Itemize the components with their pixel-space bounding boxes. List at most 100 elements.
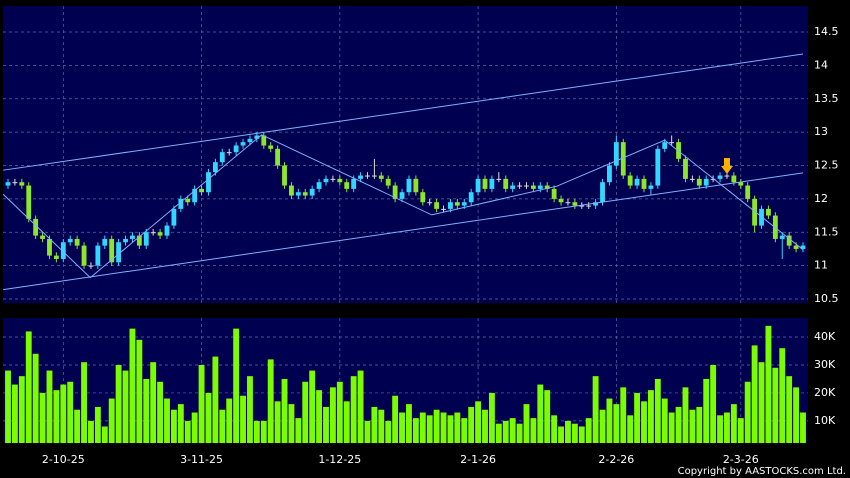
candle-body <box>164 225 170 236</box>
volume-bar <box>689 409 696 443</box>
volume-bar <box>661 398 668 443</box>
candle-body <box>655 148 661 186</box>
volume-bar <box>558 426 564 443</box>
candle-body <box>261 135 267 146</box>
volume-bar <box>177 404 184 443</box>
y-tick-label: 14.5 <box>814 25 839 38</box>
volume-bar <box>717 415 723 443</box>
volume-bar <box>316 390 323 443</box>
volume-bar <box>426 415 433 443</box>
trend-line <box>3 53 804 171</box>
candle-body <box>613 142 619 166</box>
volume-bar <box>592 376 599 443</box>
candle-body <box>496 178 502 180</box>
volume-bar <box>565 420 571 443</box>
candle-body <box>530 185 536 189</box>
candle-body <box>206 172 211 193</box>
volume-bar <box>751 345 758 443</box>
volume-bar <box>737 418 744 443</box>
candle-body <box>371 175 377 177</box>
candle-body <box>295 192 301 196</box>
volume-bar <box>11 384 18 443</box>
candle-body <box>489 178 495 189</box>
volume-bar <box>46 370 53 443</box>
volume-bar <box>641 401 647 443</box>
volume-bar <box>634 392 641 443</box>
candle-body <box>607 165 612 183</box>
candle-body <box>268 145 274 149</box>
candle-body <box>406 178 412 193</box>
volume-bar <box>758 362 765 443</box>
candle-body <box>116 242 122 263</box>
volume-bar <box>710 364 717 443</box>
volume-bar <box>60 384 67 443</box>
y-tick-label: 11 <box>814 259 828 272</box>
volume-bar <box>779 348 786 443</box>
volume-bar <box>730 404 737 443</box>
candle-body <box>40 235 45 239</box>
candle-body <box>199 188 204 193</box>
candle-body <box>378 175 384 179</box>
candle-body <box>392 185 398 199</box>
volume-bar <box>516 423 523 443</box>
candle-body <box>413 178 419 193</box>
volume-bar <box>599 409 606 443</box>
candle-body <box>752 198 758 226</box>
volume-bar <box>81 362 87 443</box>
plot-layer: 10.5 11 11.5 12 12.5 13 13.5 14 14.5 10K 20K 30K 40K… <box>2 6 839 466</box>
candle-body <box>171 208 177 226</box>
volume-bar <box>288 404 295 443</box>
volume-bar <box>260 420 267 443</box>
volume-bar <box>793 387 800 443</box>
y-tick-label: 13.5 <box>814 92 839 105</box>
volume-bar <box>468 406 475 443</box>
volume-bar <box>495 423 502 443</box>
y-tick-label: 10.5 <box>814 292 839 305</box>
volume-bar <box>157 381 164 443</box>
volume-bar <box>101 426 108 443</box>
candle-body <box>330 178 336 180</box>
candle-body <box>579 205 585 207</box>
candle-body <box>600 182 605 203</box>
volume-bar <box>336 381 343 443</box>
y-tick-label: 13 <box>814 125 828 138</box>
volume-bar <box>219 409 226 443</box>
volume-bar <box>108 398 115 443</box>
trend-line <box>2 134 804 279</box>
candle-body <box>157 232 163 236</box>
candle-body <box>323 178 329 183</box>
volume-bar <box>530 418 537 443</box>
volume-bar <box>32 353 39 443</box>
volume-bar <box>281 378 288 443</box>
x-tick-label: 2-2-26 <box>598 453 634 466</box>
volume-bar <box>170 409 177 443</box>
volume-bar <box>440 412 447 443</box>
candle-body <box>102 238 108 246</box>
volume-bar <box>696 406 703 443</box>
volume-bar <box>620 387 627 443</box>
volume-bar <box>226 398 233 443</box>
candle-body <box>689 178 695 180</box>
volume-bar <box>537 384 544 443</box>
candle-body <box>745 185 751 199</box>
candle-body <box>309 188 315 196</box>
candle-body <box>150 232 156 234</box>
volume-bar <box>786 376 793 443</box>
candle-body <box>510 185 516 189</box>
volume-bar <box>191 412 198 443</box>
volume-bar <box>647 390 654 443</box>
candle-body <box>316 182 322 189</box>
volume-bar <box>240 395 246 443</box>
candle-body <box>60 242 66 259</box>
candle-body <box>662 142 668 149</box>
volume-bar <box>67 381 74 443</box>
volume-bar <box>571 423 578 443</box>
candle-body <box>53 255 59 259</box>
volume-bar <box>419 412 426 443</box>
candle-body <box>572 202 578 206</box>
y-tick-label: 14 <box>814 58 828 71</box>
candle-body <box>337 178 343 183</box>
candle-body <box>565 202 571 204</box>
candle-body <box>420 192 426 203</box>
candle-body <box>123 238 128 243</box>
